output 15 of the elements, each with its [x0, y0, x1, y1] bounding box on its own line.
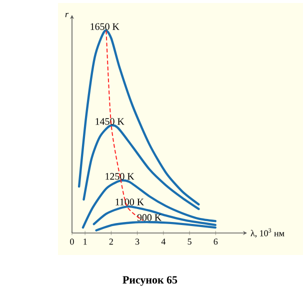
y-axis-title: r: [65, 12, 69, 18]
x-tick-label: 4: [161, 238, 166, 245]
x-tick-label: 2: [109, 238, 113, 245]
x-axis-title: λ, 10$^{3}$ нм: [250, 228, 284, 238]
text: Рисунок 65: [122, 276, 178, 286]
x-tick-label: 5: [188, 238, 192, 245]
x-tick-label: 3: [135, 238, 140, 245]
x-tick-label: 1: [84, 238, 87, 245]
series-label: 1650 K: [90, 23, 120, 30]
x-tick-label: 6: [214, 238, 218, 245]
series-label: 900 K: [137, 214, 162, 221]
series-label: 1250 K: [106, 173, 134, 180]
series-label: 1450 K: [96, 118, 124, 125]
x-tick-label: 0: [70, 238, 74, 245]
series-label: 1100 K: [116, 198, 144, 206]
